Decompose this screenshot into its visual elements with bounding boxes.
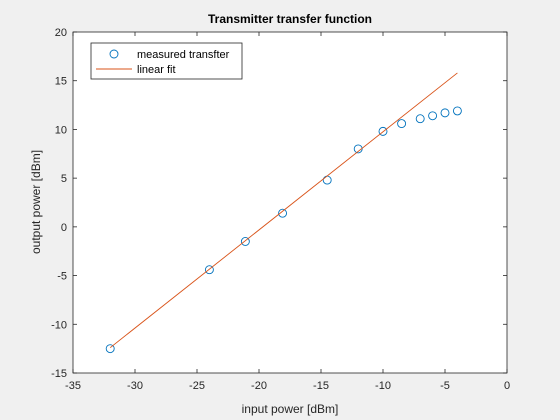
measured-point [204, 265, 214, 275]
x-axis: -35 -30 -25 -20 -15 -10 -5 0 [65, 32, 510, 392]
x-axis-label: input power [dBm] [242, 402, 339, 416]
linear-fit-line [109, 72, 458, 349]
measured-point [378, 126, 388, 136]
measured-point [353, 144, 363, 154]
measured-point [440, 108, 450, 118]
legend-marker-measured [109, 49, 119, 59]
x-tick-label: -15 [313, 380, 329, 392]
x-tick-label: -10 [375, 380, 391, 392]
x-tick-label: -25 [189, 380, 205, 392]
y-tick-label: -10 [51, 319, 67, 331]
measured-point [240, 237, 250, 246]
measured-point [415, 114, 425, 124]
x-tick-label: -35 [65, 380, 81, 392]
x-tick-label: 0 [504, 380, 510, 392]
legend-box [90, 42, 243, 80]
chart-title: Transmitter transfer function [208, 12, 372, 26]
measured-point [105, 344, 115, 354]
y-tick-label: -5 [57, 271, 67, 283]
measured-point [452, 106, 462, 116]
y-tick-label: 20 [55, 27, 67, 39]
series-layer [105, 72, 462, 354]
legend: measured transfter linear fit [90, 42, 243, 80]
y-axis-label: output power [dBm] [29, 150, 43, 254]
y-tick-label: 15 [55, 76, 67, 88]
y-tick-label: 0 [61, 222, 67, 234]
y-tick-label: -15 [51, 368, 67, 380]
y-tick-label: 10 [55, 124, 67, 136]
x-tick-label: -5 [440, 380, 450, 392]
y-axis: -15 -10 -5 0 5 10 15 20 [51, 27, 507, 380]
measured-point [428, 111, 438, 121]
legend-label-measured: measured transfter [137, 49, 230, 61]
x-tick-label: -30 [127, 380, 143, 392]
plot-area [72, 31, 508, 374]
measured-point [397, 119, 407, 129]
y-tick-label: 5 [61, 173, 67, 185]
x-tick-label: -20 [251, 380, 267, 392]
legend-label-fit: linear fit [137, 64, 176, 76]
measured-point [278, 208, 288, 218]
